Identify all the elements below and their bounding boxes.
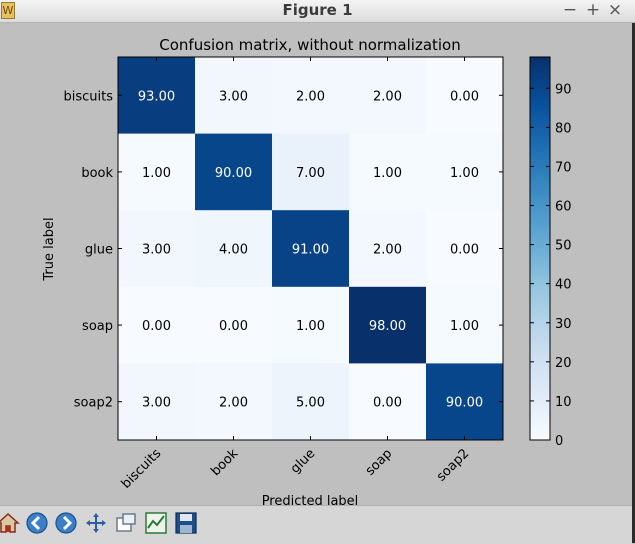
home-icon[interactable] (0, 510, 21, 536)
heatmap-cell (349, 133, 427, 211)
back-arrow-icon[interactable] (24, 510, 50, 536)
x-tick-labels: biscuits book glue soap soap2 (119, 446, 473, 492)
cell-value-label: 0.00 (450, 89, 479, 104)
x-tick-label: soap (363, 446, 395, 478)
y-axis-label: True label (42, 217, 57, 281)
pan-move-icon[interactable] (83, 510, 109, 536)
heatmap-cell (272, 57, 350, 135)
colorbar-tick-label: 40 (555, 278, 572, 293)
heatmap-cell (349, 286, 427, 364)
x-tick-label: book (208, 446, 241, 479)
cell-value-label: 0.00 (142, 319, 171, 334)
colorbar-ticks: 0 10 20 30 40 50 60 70 80 90 (530, 82, 572, 449)
close-button[interactable]: × (607, 0, 623, 20)
y-tick-label: book (81, 166, 113, 181)
cell-value-label: 2.00 (373, 89, 402, 104)
cell-value-label: 90.00 (215, 166, 252, 181)
heatmap-cell (118, 133, 196, 211)
heatmap-cell (426, 57, 504, 135)
navigation-toolbar (0, 505, 632, 544)
cell-value-label: 91.00 (292, 243, 329, 258)
colorbar-tick-label: 60 (555, 200, 572, 215)
cell-value-label: 1.00 (450, 166, 479, 181)
heatmap-cell (426, 363, 504, 441)
subplots-configure-icon[interactable] (143, 510, 169, 536)
window-titlebar: W Figure 1 − + × (0, 0, 635, 23)
x-tick-label: glue (288, 446, 318, 476)
confusion-matrix-chart: Confusion matrix, without normalization … (42, 36, 572, 505)
x-axis-label: Predicted label (262, 494, 359, 505)
heatmap-cells (118, 57, 504, 441)
heatmap-cell (349, 210, 427, 288)
cell-value-label: 90.00 (446, 396, 483, 411)
heatmap-cell (118, 363, 196, 441)
cell-value-label: 0.00 (219, 319, 248, 334)
cell-value-label: 2.00 (219, 396, 248, 411)
app-icon: W (1, 2, 15, 19)
cell-value-label: 98.00 (369, 319, 406, 334)
colorbar-tick-label: 80 (555, 121, 572, 136)
cell-value-label: 0.00 (450, 243, 479, 258)
cell-value-label: 7.00 (296, 166, 325, 181)
cell-value-label: 0.00 (373, 396, 402, 411)
cell-value-label: 93.00 (138, 89, 175, 104)
axis-ticks (118, 57, 503, 440)
minimize-button[interactable]: − (562, 0, 578, 20)
heatmap-cell (118, 286, 196, 364)
cell-value-label: 2.00 (373, 243, 402, 258)
window-title: Figure 1 (282, 1, 353, 19)
x-tick-label: biscuits (119, 446, 165, 492)
heatmap-cell (272, 363, 350, 441)
heatmap-cell (272, 133, 350, 211)
x-tick-label: soap2 (434, 446, 472, 484)
zoom-rect-icon[interactable] (113, 510, 139, 536)
cell-value-label: 3.00 (142, 243, 171, 258)
colorbar-tick-label: 0 (555, 434, 563, 449)
heatmap-cell (272, 286, 350, 364)
heatmap-value-labels: 93.00 3.00 2.00 2.00 0.00 1.00 90.00 7.00 1.00 1.… (138, 89, 483, 410)
window-border (632, 23, 635, 543)
y-tick-label: soap (82, 319, 113, 334)
heatmap-cell (349, 57, 427, 135)
cell-value-label: 3.00 (219, 89, 248, 104)
cell-value-label: 5.00 (296, 396, 325, 411)
colorbar-tick-label: 90 (555, 82, 572, 97)
cell-value-label: 2.00 (296, 89, 325, 104)
colorbar-tick-label: 10 (555, 395, 572, 410)
cell-value-label: 3.00 (142, 396, 171, 411)
colorbar-tick-label: 50 (555, 239, 572, 254)
heatmap-cell (195, 363, 273, 441)
heatmap-cell (426, 286, 504, 364)
y-tick-label: glue (85, 243, 113, 258)
y-tick-labels: biscuits book glue soap soap2 (63, 89, 113, 410)
colorbar-tick-label: 20 (555, 356, 572, 371)
heatmap-cell (426, 210, 504, 288)
colorbar (529, 56, 551, 441)
forward-arrow-icon[interactable] (53, 510, 79, 536)
heatmap-cell (349, 363, 427, 441)
cell-value-label: 1.00 (296, 319, 325, 334)
y-tick-label: soap2 (74, 396, 113, 411)
cell-value-label: 1.00 (373, 166, 402, 181)
cell-value-label: 1.00 (142, 166, 171, 181)
heatmap-cell (195, 210, 273, 288)
heatmap-cell (118, 57, 196, 135)
save-floppy-icon[interactable] (173, 510, 199, 536)
heatmap-cell (272, 210, 350, 288)
chart-title: Confusion matrix, without normalization (159, 36, 461, 54)
colorbar-tick-label: 70 (555, 160, 572, 175)
heatmap-cell (195, 286, 273, 364)
cell-value-label: 1.00 (450, 319, 479, 334)
heatmap-cell (195, 57, 273, 135)
heatmap-cell (195, 133, 273, 211)
colorbar-tick-label: 30 (555, 317, 572, 332)
y-tick-label: biscuits (63, 89, 113, 104)
figure-canvas: Confusion matrix, without normalization … (0, 23, 632, 505)
heatmap-cell (426, 133, 504, 211)
maximize-button[interactable]: + (585, 0, 601, 20)
heatmap-cell (118, 210, 196, 288)
cell-value-label: 4.00 (219, 243, 248, 258)
